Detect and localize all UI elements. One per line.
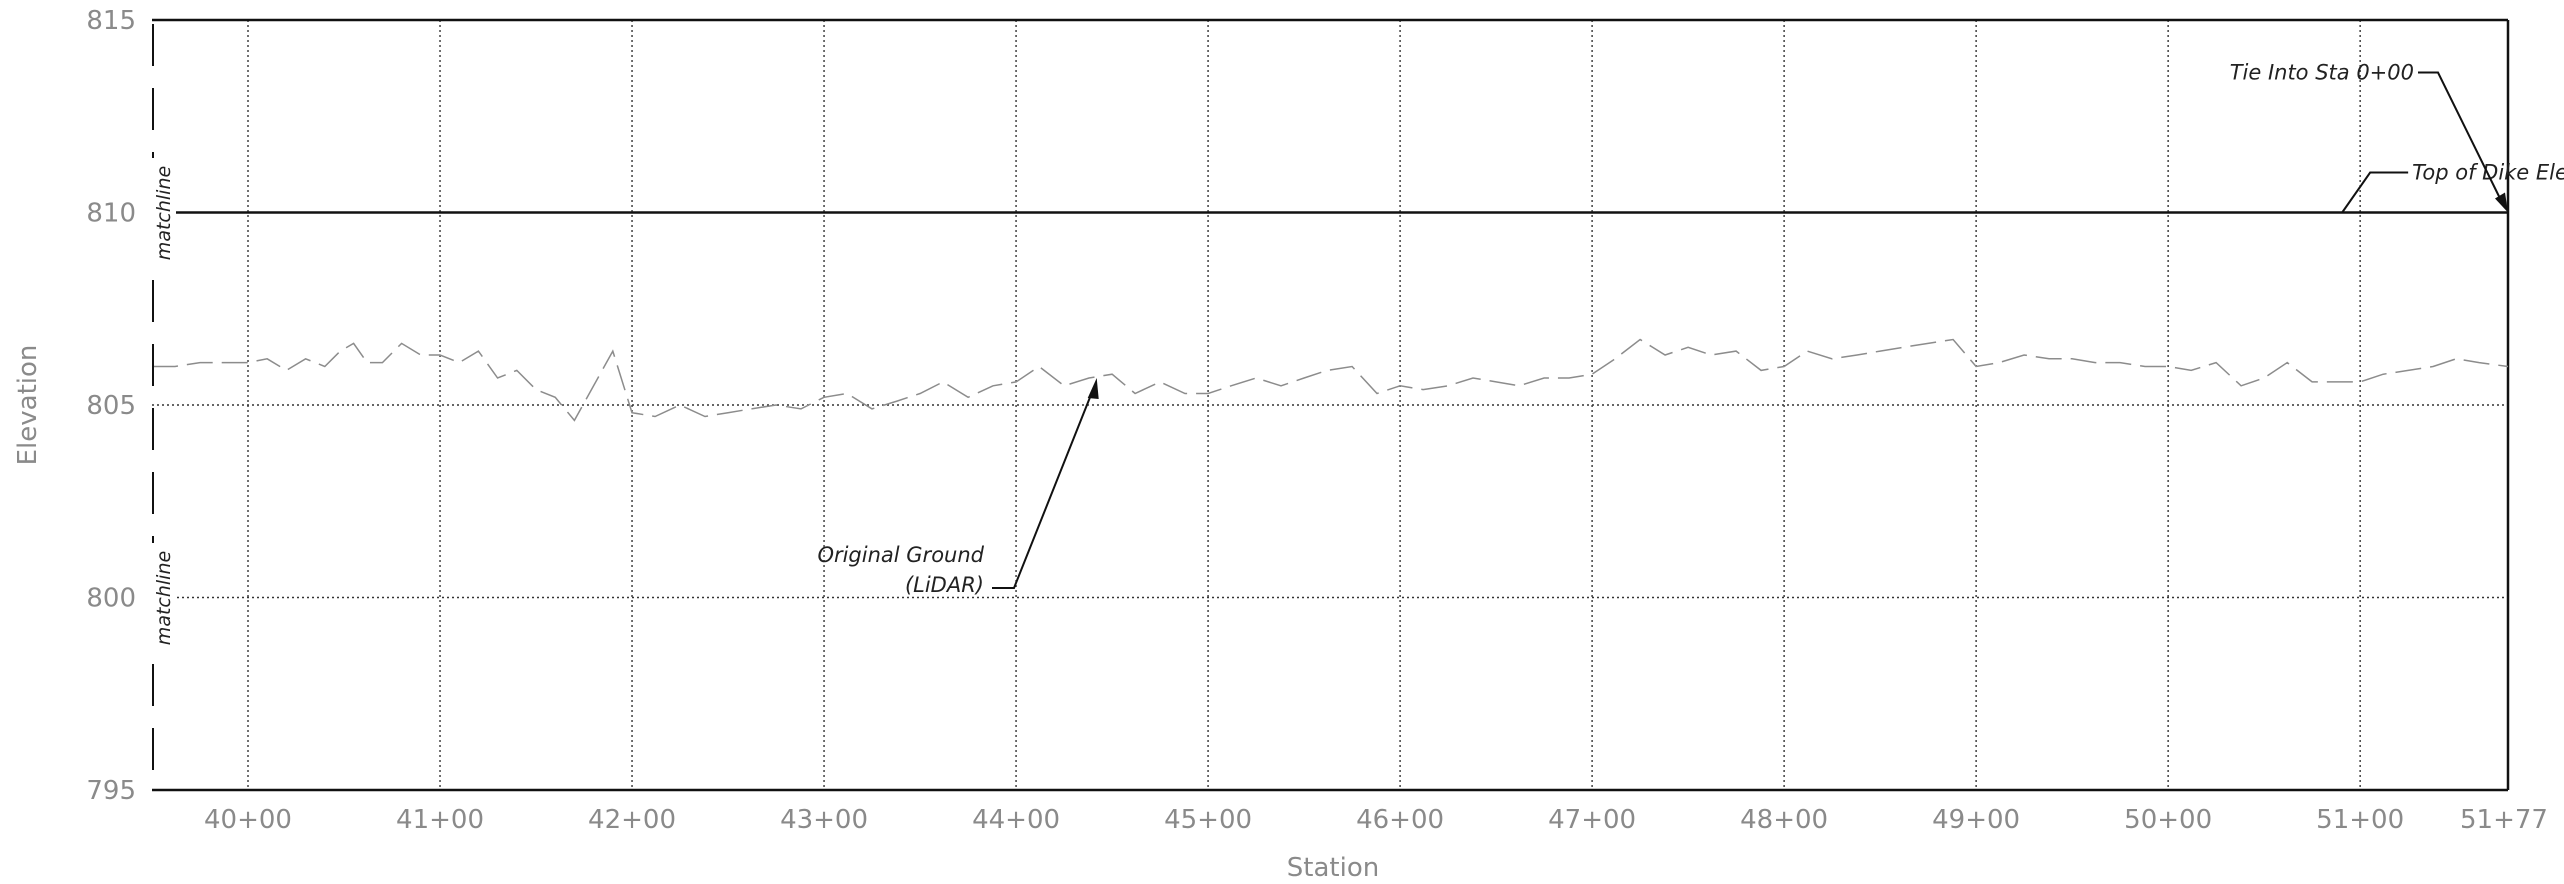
tie-in-arrowhead xyxy=(2495,192,2508,213)
original-ground-label-line2: (LiDAR) xyxy=(905,573,984,597)
annotations-layer: Top of Dike Elev 810.0Tie Into Sta 0+00O… xyxy=(817,61,2564,598)
original-ground-label-line1: Original Ground xyxy=(817,543,984,567)
x-tick-label: 47+00 xyxy=(1548,805,1636,835)
x-tick-label: 46+00 xyxy=(1356,805,1444,835)
original-ground-arrowhead xyxy=(1087,378,1099,400)
y-tick-label: 800 xyxy=(86,584,136,614)
matchline-label-mask xyxy=(150,543,176,653)
x-tick-label: 51+77 xyxy=(2460,805,2548,835)
series-layer xyxy=(152,211,2509,422)
tick-labels: 40+00 41+00 42+00 43+00 44+00 45+00 46+00 47+00… xyxy=(86,6,2548,835)
y-tick-label: 815 xyxy=(86,6,136,36)
axes xyxy=(152,18,2510,792)
x-tick-label: 41+00 xyxy=(396,805,484,835)
x-tick-label: 43+00 xyxy=(780,805,868,835)
x-tick-label: 40+00 xyxy=(204,805,292,835)
x-tick-label: 44+00 xyxy=(972,805,1060,835)
x-axis-title: Station xyxy=(1287,853,1379,883)
grid-lines xyxy=(152,19,2509,791)
y-tick-label: 805 xyxy=(86,391,136,421)
y-tick-label: 810 xyxy=(86,199,136,229)
x-tick-label: 48+00 xyxy=(1740,805,1828,835)
x-tick-label: 45+00 xyxy=(1164,805,1252,835)
x-tick-label: 49+00 xyxy=(1932,805,2020,835)
y-tick-label: 795 xyxy=(86,776,136,806)
matchline-label-upper: matchline xyxy=(153,166,175,260)
x-tick-label: 50+00 xyxy=(2124,805,2212,835)
tie-in-label: Tie Into Sta 0+00 xyxy=(2230,61,2414,85)
matchline-label-mask xyxy=(150,158,176,268)
series-original-ground-line xyxy=(152,338,2509,422)
y-axis-title: Elevation xyxy=(13,345,43,466)
x-tick-label: 51+00 xyxy=(2316,805,2404,835)
matchline-label-lower: matchline xyxy=(153,551,175,645)
matchline-layer: matchline matchline xyxy=(150,24,176,790)
original-ground-leader xyxy=(992,387,1095,589)
top-of-dike-leader xyxy=(2341,171,2409,214)
x-tick-label: 42+00 xyxy=(588,805,676,835)
tie-in-leader xyxy=(2418,71,2505,207)
